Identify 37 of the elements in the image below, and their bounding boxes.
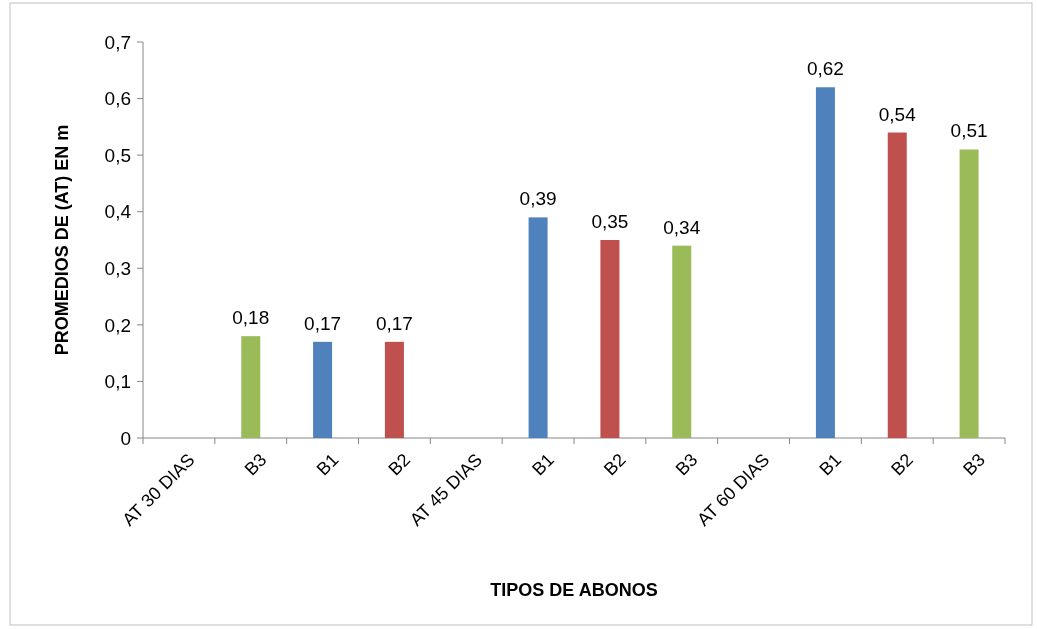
- data-label: 0,51: [950, 120, 988, 142]
- data-label: 0,18: [232, 307, 270, 329]
- data-label: 0,39: [519, 188, 557, 210]
- x-tick-label: B2: [384, 449, 415, 480]
- y-tick-label: 0,3: [104, 257, 131, 279]
- bar: [672, 245, 692, 438]
- y-tick-label: 0,4: [104, 201, 132, 223]
- y-tick-label: 0,5: [104, 144, 131, 166]
- x-tick-label: B3: [671, 449, 702, 480]
- data-label: 0,62: [806, 58, 844, 80]
- bar: [815, 87, 835, 438]
- y-tick-label: 0,2: [104, 314, 131, 336]
- bar: [887, 132, 907, 438]
- data-label: 0,17: [375, 312, 413, 334]
- y-tick-label: 0,1: [104, 371, 131, 393]
- bar: [959, 149, 979, 438]
- x-tick-label: B1: [312, 449, 343, 480]
- x-tick-label: B2: [887, 449, 917, 480]
- data-label: 0,34: [663, 216, 701, 238]
- x-tick-label: B3: [959, 449, 989, 480]
- x-tick-label: B3: [240, 449, 271, 480]
- y-tick-label: 0,6: [104, 88, 131, 110]
- x-tick-label: B2: [599, 449, 630, 480]
- bar: [384, 341, 404, 438]
- bar: [241, 336, 261, 438]
- y-axis-title: PROMEDIOS DE (AT) EN m: [52, 124, 72, 356]
- x-tick-label: B1: [528, 449, 558, 480]
- bar: [600, 240, 620, 438]
- x-axis-title: TIPOS DE ABONOS: [490, 580, 658, 600]
- x-tick-label: B1: [815, 449, 846, 480]
- y-tick-label: 0,7: [104, 31, 131, 53]
- bar: [528, 217, 548, 438]
- data-label: 0,17: [304, 312, 342, 334]
- data-label: 0,54: [878, 103, 917, 125]
- y-tick-label: 0: [120, 427, 131, 449]
- data-label: 0,35: [591, 211, 629, 232]
- bar: [313, 341, 333, 438]
